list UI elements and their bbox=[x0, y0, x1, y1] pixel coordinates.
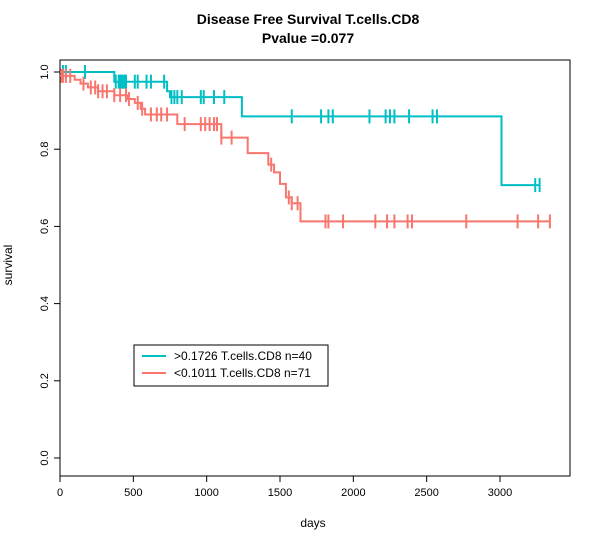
chart-title: Disease Free Survival T.cells.CD8 bbox=[197, 11, 420, 27]
plot-frame bbox=[59, 59, 571, 477]
survival-curve bbox=[60, 71, 540, 187]
x-axis-label: days bbox=[300, 516, 325, 530]
x-tick-label: 2000 bbox=[341, 487, 365, 499]
x-tick-label: 3000 bbox=[488, 487, 512, 499]
series-high bbox=[60, 65, 541, 193]
series-low bbox=[60, 68, 551, 229]
series-layer bbox=[60, 65, 551, 229]
x-tick-label: 1500 bbox=[268, 487, 292, 499]
y-tick-label: 1.0 bbox=[39, 64, 51, 79]
legend-box bbox=[133, 344, 329, 387]
legend-label-low: <0.1011 T.cells.CD8 n=71 bbox=[174, 366, 311, 380]
y-tick-label: 0.4 bbox=[39, 296, 51, 311]
y-axis-label: survival bbox=[1, 245, 15, 286]
x-axis: 0 500 1000 1500 2000 2500 3000 bbox=[57, 476, 512, 499]
y-tick-label: 0.2 bbox=[39, 373, 51, 388]
y-tick-label: 0.6 bbox=[39, 219, 51, 234]
legend: >0.1726 T.cells.CD8 n=40 <0.1011 T.cells… bbox=[133, 344, 329, 387]
x-tick-label: 0 bbox=[57, 487, 63, 499]
legend-label-high: >0.1726 T.cells.CD8 n=40 bbox=[174, 349, 312, 363]
survival-curve bbox=[60, 74, 550, 223]
y-tick-label: 0.8 bbox=[39, 142, 51, 157]
x-tick-label: 500 bbox=[124, 487, 142, 499]
x-tick-label: 2500 bbox=[414, 487, 438, 499]
y-axis: 0.0 0.2 0.4 0.6 0.8 1.0 bbox=[39, 64, 60, 466]
x-tick-label: 1000 bbox=[194, 487, 218, 499]
chart-subtitle: Pvalue =0.077 bbox=[262, 30, 354, 46]
y-tick-label: 0.0 bbox=[39, 450, 51, 465]
